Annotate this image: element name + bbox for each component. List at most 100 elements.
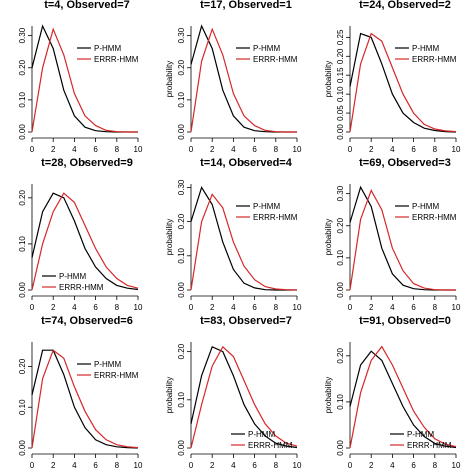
x-tick-label: 0 xyxy=(189,145,194,154)
legend-label: ERRR-HMM xyxy=(412,55,457,64)
y-tick-label: 0.00 xyxy=(177,124,186,140)
x-axis-label: x xyxy=(242,158,246,167)
panel-title: t=24, Observed=2 xyxy=(359,0,451,11)
y-axis-label: probability xyxy=(324,61,333,97)
legend-label: P-HMM xyxy=(412,44,439,53)
panel-title: t=91, Observed=0 xyxy=(359,315,451,327)
y-tick-label: 0.00 xyxy=(336,282,345,298)
x-tick-label: 0 xyxy=(348,461,353,470)
x-tick-label: 0 xyxy=(348,303,353,312)
panel-5: t=14, Observed=4 0.00 0.10 0.20 0.30 0 2 4 6 8 10 p… xyxy=(165,157,302,312)
series-line-errr-hmm xyxy=(190,345,298,449)
y-tick-label: 0.10 xyxy=(177,391,186,407)
x-tick-label: 6 xyxy=(411,461,416,470)
legend-label: ERRR-HMM xyxy=(253,55,298,64)
series-line-p-hmm xyxy=(349,32,457,133)
panel-2: t=17, Observed=1 0.00 0.10 0.20 0.30 0 2 4 6 8 10 x… xyxy=(165,0,302,167)
panel-title: t=17, Observed=1 xyxy=(200,0,292,11)
y-tick-label: 0.20 xyxy=(336,217,345,233)
series-line-p-hmm xyxy=(349,350,457,449)
x-tick-label: 0 xyxy=(189,303,194,312)
y-tick-label: 0.10 xyxy=(336,394,345,410)
y-tick-label: 0.20 xyxy=(18,59,27,75)
y-tick-label: 0.10 xyxy=(18,236,27,252)
x-tick-label: 2 xyxy=(51,303,56,312)
x-tick-label: 8 xyxy=(115,461,120,470)
y-tick-label: 0.15 xyxy=(336,67,345,83)
y-tick-label: 0.20 xyxy=(18,358,27,374)
panel-title: t=14, Observed=4 xyxy=(200,157,293,169)
x-tick-label: 10 xyxy=(452,461,461,470)
legend-label: P-HMM xyxy=(253,202,280,211)
y-tick-label: 0.05 xyxy=(336,105,345,121)
series-line-errr-hmm xyxy=(31,27,138,133)
x-tick-label: 4 xyxy=(231,461,236,470)
x-tick-label: 6 xyxy=(411,303,416,312)
x-tick-label: 2 xyxy=(369,145,374,154)
y-tick-label: 0.10 xyxy=(336,250,345,266)
legend-label: P-HMM xyxy=(248,430,275,439)
legend-label: ERRR-HMM xyxy=(248,441,293,450)
series-line-errr-hmm xyxy=(349,188,456,291)
x-tick-label: 4 xyxy=(390,461,395,470)
panel-6: t=69, Observed=3 0.00 0.10 0.20 0.30 0 2 4 6 8 10 p… xyxy=(324,157,461,312)
legend-label: ERRR-HMM xyxy=(407,441,452,450)
legend-label: ERRR-HMM xyxy=(412,213,457,222)
series-line-errr-hmm xyxy=(31,192,139,291)
y-tick-label: 0.00 xyxy=(18,282,27,298)
panel-9: t=91, Observed=00.000.100.200246810xprob… xyxy=(324,315,461,470)
y-tick-label: 0.20 xyxy=(336,347,345,363)
legend-label: ERRR-HMM xyxy=(253,213,298,222)
series-line-errr-hmm xyxy=(349,32,457,133)
x-axis-label: x xyxy=(401,158,405,167)
x-tick-label: 4 xyxy=(390,145,395,154)
y-tick-label: 0.00 xyxy=(177,440,186,456)
x-tick-label: 2 xyxy=(51,461,56,470)
x-tick-label: 0 xyxy=(348,145,353,154)
x-tick-label: 8 xyxy=(115,303,120,312)
x-tick-label: 8 xyxy=(115,145,120,154)
y-tick-label: 0.10 xyxy=(18,399,27,415)
y-tick-label: 0.10 xyxy=(18,92,27,108)
x-tick-label: 8 xyxy=(433,461,438,470)
y-tick-label: 0.00 xyxy=(177,282,186,298)
x-tick-label: 6 xyxy=(252,145,257,154)
x-tick-label: 8 xyxy=(274,303,279,312)
x-tick-label: 6 xyxy=(93,303,98,312)
panel-8: t=83, Observed=70.000.100.200246810xprob… xyxy=(165,315,302,470)
y-tick-label: 0.10 xyxy=(336,86,345,102)
y-tick-label: 0.20 xyxy=(18,189,27,205)
x-tick-label: 6 xyxy=(93,145,98,154)
x-tick-label: 2 xyxy=(369,461,374,470)
panel-title: t=28, Observed=9 xyxy=(41,157,133,169)
x-tick-label: 10 xyxy=(452,145,461,154)
x-tick-label: 4 xyxy=(72,145,77,154)
x-tick-label: 4 xyxy=(390,303,395,312)
series-line-p-hmm xyxy=(31,349,139,449)
legend-label: P-HMM xyxy=(59,272,86,281)
y-axis-label: probability xyxy=(165,219,174,255)
x-tick-label: 10 xyxy=(452,303,461,312)
x-tick-label: 8 xyxy=(433,303,438,312)
y-tick-label: 0.30 xyxy=(18,27,27,43)
panel-title: t=69, Observed=3 xyxy=(359,157,451,169)
series-line-errr-hmm xyxy=(190,27,297,133)
series-line-errr-hmm xyxy=(190,193,298,291)
x-tick-label: 10 xyxy=(293,303,302,312)
series-line-p-hmm xyxy=(31,192,139,291)
y-tick-label: 0.20 xyxy=(177,343,186,359)
y-tick-label: 0.25 xyxy=(336,29,345,45)
x-tick-label: 2 xyxy=(51,145,56,154)
x-tick-label: 10 xyxy=(293,145,302,154)
legend-label: P-HMM xyxy=(407,430,434,439)
y-axis-label: probability xyxy=(324,377,333,413)
panel-4: t=28, Observed=9 0.00 0.10 0.20 0 2 4 6 8 10 P-HMM… xyxy=(18,157,143,312)
y-tick-label: 0.00 xyxy=(18,124,27,140)
y-tick-label: 0.20 xyxy=(336,48,345,64)
x-tick-label: 6 xyxy=(252,461,257,470)
y-tick-label: 0.00 xyxy=(336,124,345,140)
legend-label: P-HMM xyxy=(412,202,439,211)
x-tick-label: 10 xyxy=(134,145,143,154)
panel-1: t=4, Observed=7 0.00 0.10 0.20 0.30 0 2 4 6 8 10 x P… xyxy=(18,0,143,167)
